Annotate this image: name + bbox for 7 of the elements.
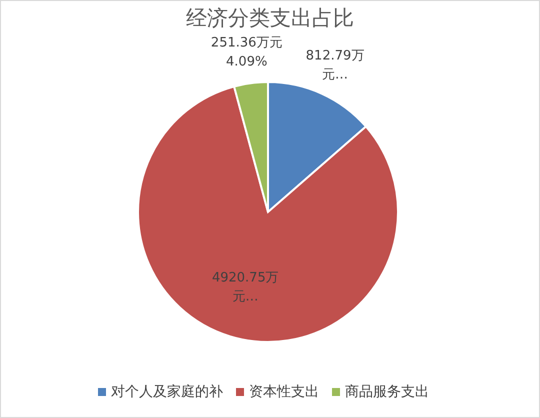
chart-title: 经济分类支出占比 bbox=[186, 6, 354, 30]
legend-label: 对个人及家庭的补 bbox=[111, 384, 223, 400]
legend-label: 资本性支出 bbox=[249, 384, 319, 400]
data-label: 4920.75万元… bbox=[212, 270, 279, 304]
legend-label: 商品服务支出 bbox=[345, 384, 429, 400]
data-label: 251.36万元 4.09% bbox=[210, 34, 282, 69]
data-label: 812.79万元… bbox=[306, 48, 364, 82]
